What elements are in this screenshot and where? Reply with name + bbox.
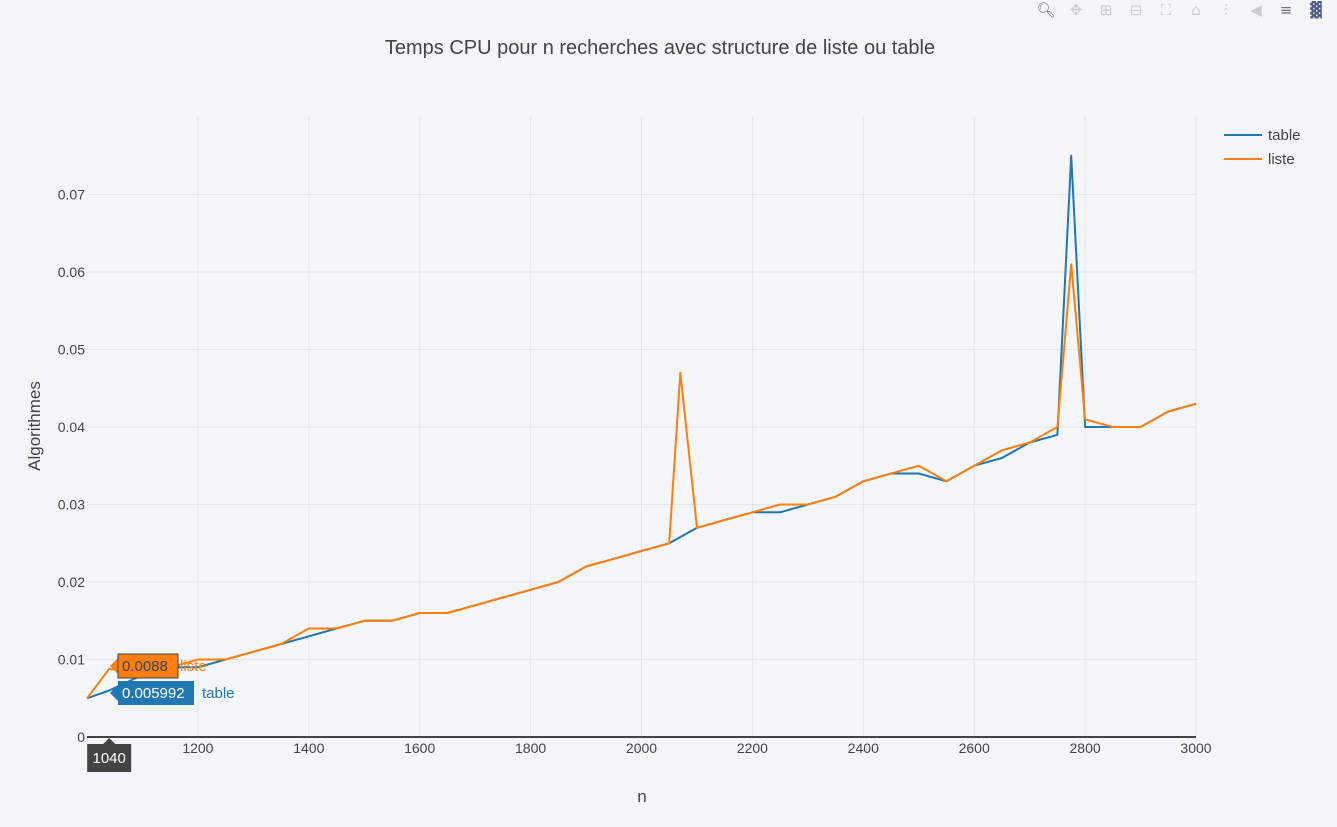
- x-tick-label: 1200: [182, 740, 213, 756]
- hover-pointer-liste: [110, 658, 118, 674]
- hover-series-name-liste: liste: [180, 658, 207, 675]
- x-tick-labels: 1200 1400 1600 1800 2000 2200 2400 2600 2800 3000: [182, 740, 1211, 756]
- y-axis-label: Algorithmes: [25, 381, 44, 471]
- y-tick-label: 0.07: [58, 187, 85, 203]
- pan-icon[interactable]: ✥: [1069, 1, 1083, 19]
- hover-closest-icon[interactable]: ◀: [1250, 1, 1262, 19]
- zoom-icon[interactable]: 🔍︎: [1036, 1, 1056, 19]
- x-tick-label: 1400: [293, 740, 324, 756]
- hover-pointer-table: [110, 685, 118, 701]
- x-hover-label-pointer: [103, 738, 116, 744]
- plotly-logo-icon[interactable]: ▓: [1310, 1, 1322, 19]
- y-tick-label: 0.01: [58, 652, 85, 668]
- modebar: 🔍︎ ✥ ⊞ ⊟ ⛶ ⌂ ⫶ ◀ ≡ ▓: [1036, 0, 1325, 20]
- hover-value-box-table: [118, 681, 194, 705]
- autoscale-icon[interactable]: ⛶: [1160, 1, 1172, 19]
- home-icon[interactable]: ⌂: [1191, 1, 1201, 19]
- x-tick-label: 1800: [515, 740, 546, 756]
- y-tick-label: 0.04: [58, 419, 85, 435]
- x-tick-label: 1600: [404, 740, 435, 756]
- spike-lines-icon[interactable]: ⫶: [1224, 1, 1228, 19]
- zoom-in-icon[interactable]: ⊞: [1099, 1, 1113, 19]
- zoom-out-icon[interactable]: ⊟: [1129, 1, 1143, 19]
- x-tick-label: 2400: [848, 740, 879, 756]
- x-hover-label-box: [87, 744, 132, 772]
- grid: [87, 117, 1197, 737]
- plot-area[interactable]: [86, 154, 1197, 700]
- x-tick-label: 2800: [1070, 740, 1101, 756]
- chart-title: Temps CPU pour n recherches avec structu…: [385, 37, 935, 59]
- x-tick-label: 2200: [737, 740, 768, 756]
- hover-value-box-liste: [117, 653, 179, 679]
- legend[interactable]: table liste: [1224, 127, 1301, 168]
- legend-label-table: table: [1268, 127, 1301, 144]
- x-tick-label: 3000: [1180, 740, 1211, 756]
- legend-label-liste: liste: [1268, 151, 1295, 168]
- hover-value-liste: 0.0088: [122, 658, 168, 675]
- hover-series-name-table: table: [202, 685, 235, 702]
- y-tick-labels: 0 0.01 0.02 0.03 0.04 0.05 0.06 0.07: [58, 187, 85, 746]
- hover-compare-icon[interactable]: ≡: [1279, 1, 1293, 19]
- hover-labels: 1040 0.0088 liste 0.005992 table: [87, 653, 235, 772]
- series-line-liste: [86, 263, 1197, 699]
- x-tick-label: 2600: [959, 740, 990, 756]
- y-tick-label: 0.03: [58, 497, 85, 513]
- y-tick-label: 0.02: [58, 574, 85, 590]
- y-tick-label: 0.05: [58, 342, 85, 358]
- hover-value-table: 0.005992: [122, 685, 185, 702]
- x-tick-label: 2000: [626, 740, 657, 756]
- x-hover-label: 1040: [92, 750, 125, 767]
- x-axis-label: n: [637, 787, 646, 806]
- y-tick-label: 0.06: [58, 264, 85, 280]
- y-tick-label: 0: [77, 729, 85, 745]
